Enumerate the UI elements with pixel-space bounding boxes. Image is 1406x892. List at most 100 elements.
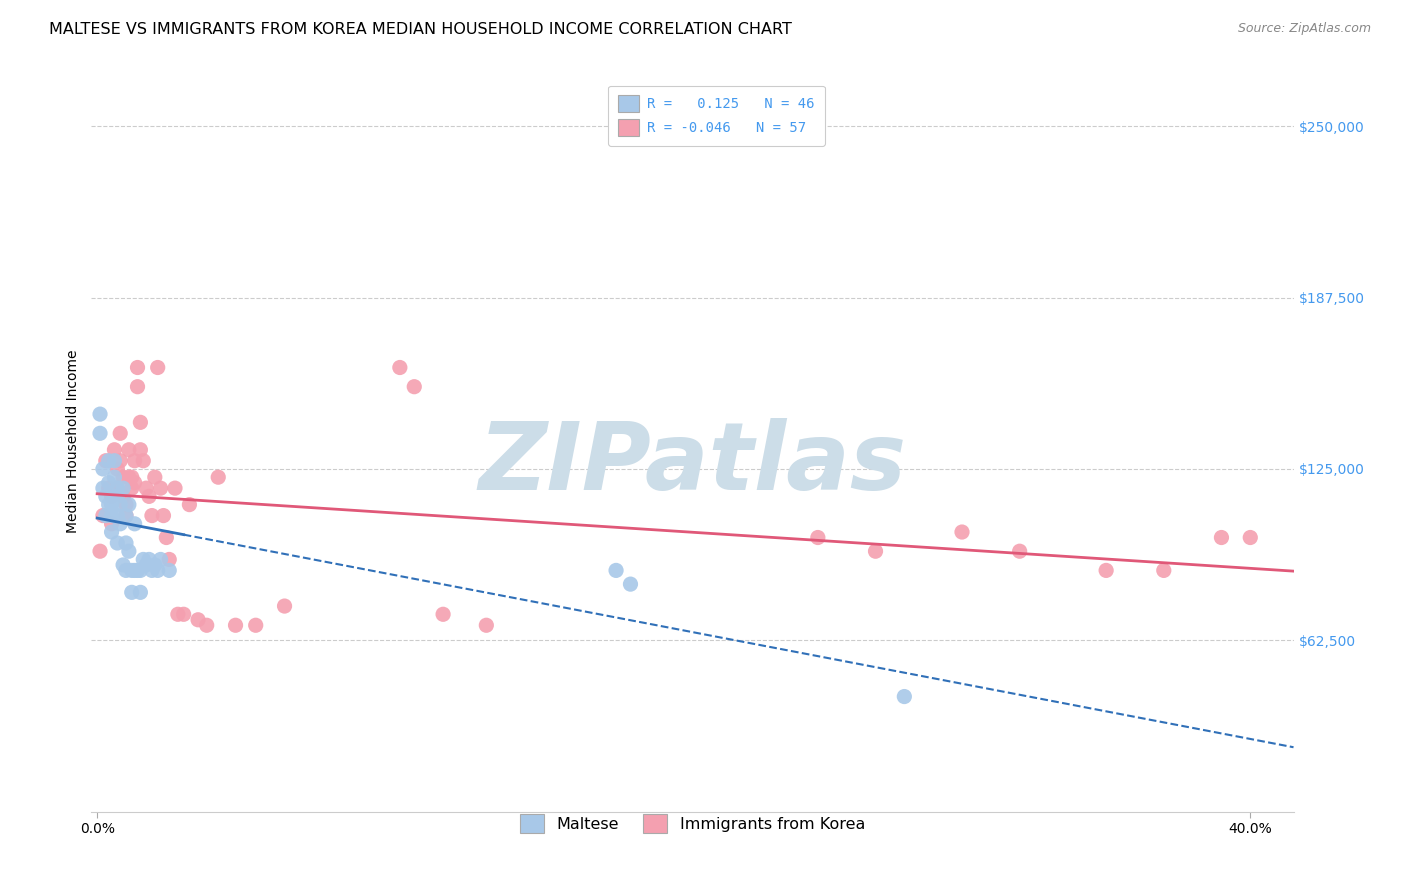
Point bbox=[1008, 544, 1031, 558]
Point bbox=[157, 552, 180, 566]
Point bbox=[950, 524, 973, 539]
Point bbox=[110, 454, 132, 468]
Point bbox=[1153, 563, 1175, 577]
Point bbox=[146, 360, 169, 375]
Point bbox=[105, 489, 128, 503]
Point bbox=[97, 481, 120, 495]
Point bbox=[121, 585, 143, 599]
Point bbox=[179, 498, 201, 512]
Point bbox=[89, 544, 111, 558]
Point bbox=[619, 577, 641, 591]
Point bbox=[1211, 531, 1233, 545]
Point bbox=[118, 442, 141, 457]
Point bbox=[124, 516, 146, 531]
Point bbox=[149, 552, 172, 566]
Y-axis label: Median Household Income: Median Household Income bbox=[66, 350, 80, 533]
Point bbox=[103, 454, 125, 468]
Point bbox=[94, 489, 117, 503]
Point bbox=[97, 475, 120, 490]
Point bbox=[100, 498, 122, 512]
Point bbox=[155, 531, 177, 545]
Point bbox=[146, 563, 169, 577]
Point bbox=[605, 563, 627, 577]
Point bbox=[121, 563, 143, 577]
Point bbox=[132, 552, 155, 566]
Point bbox=[225, 618, 247, 632]
Point bbox=[127, 563, 149, 577]
Point bbox=[89, 426, 111, 441]
Point bbox=[245, 618, 267, 632]
Point bbox=[1239, 531, 1261, 545]
Point bbox=[124, 475, 146, 490]
Point bbox=[121, 470, 143, 484]
Point bbox=[143, 470, 166, 484]
Point bbox=[100, 524, 122, 539]
Text: MALTESE VS IMMIGRANTS FROM KOREA MEDIAN HOUSEHOLD INCOME CORRELATION CHART: MALTESE VS IMMIGRANTS FROM KOREA MEDIAN … bbox=[49, 22, 792, 37]
Point bbox=[103, 489, 125, 503]
Point bbox=[129, 442, 152, 457]
Point bbox=[115, 508, 138, 523]
Point bbox=[207, 470, 229, 484]
Point bbox=[893, 690, 915, 704]
Point bbox=[432, 607, 454, 622]
Point bbox=[100, 508, 122, 523]
Point bbox=[115, 536, 138, 550]
Point bbox=[124, 563, 146, 577]
Point bbox=[103, 442, 125, 457]
Point bbox=[105, 481, 128, 495]
Point bbox=[138, 552, 160, 566]
Point bbox=[91, 462, 114, 476]
Point bbox=[115, 563, 138, 577]
Point bbox=[115, 498, 138, 512]
Point bbox=[100, 516, 122, 531]
Point bbox=[138, 489, 160, 503]
Point bbox=[94, 508, 117, 523]
Point bbox=[115, 508, 138, 523]
Point bbox=[118, 544, 141, 558]
Point bbox=[127, 380, 149, 394]
Point bbox=[103, 470, 125, 484]
Point bbox=[167, 607, 190, 622]
Point bbox=[129, 563, 152, 577]
Point bbox=[100, 489, 122, 503]
Point bbox=[173, 607, 195, 622]
Point bbox=[195, 618, 218, 632]
Point bbox=[141, 563, 163, 577]
Point bbox=[1095, 563, 1118, 577]
Point bbox=[105, 508, 128, 523]
Text: Source: ZipAtlas.com: Source: ZipAtlas.com bbox=[1237, 22, 1371, 36]
Point bbox=[110, 498, 132, 512]
Point bbox=[132, 454, 155, 468]
Point bbox=[129, 585, 152, 599]
Point bbox=[110, 516, 132, 531]
Point bbox=[112, 558, 135, 572]
Point bbox=[105, 462, 128, 476]
Point bbox=[112, 470, 135, 484]
Text: ZIPatlas: ZIPatlas bbox=[478, 417, 907, 509]
Point bbox=[388, 360, 411, 375]
Point bbox=[97, 454, 120, 468]
Point bbox=[124, 454, 146, 468]
Point bbox=[152, 508, 174, 523]
Point bbox=[129, 415, 152, 429]
Point bbox=[135, 558, 157, 572]
Point bbox=[141, 508, 163, 523]
Point bbox=[807, 531, 830, 545]
Point bbox=[118, 498, 141, 512]
Point bbox=[187, 613, 209, 627]
Point bbox=[105, 536, 128, 550]
Point bbox=[97, 498, 120, 512]
Point bbox=[127, 360, 149, 375]
Point bbox=[475, 618, 498, 632]
Point bbox=[94, 454, 117, 468]
Point bbox=[163, 481, 186, 495]
Point bbox=[118, 470, 141, 484]
Point bbox=[121, 481, 143, 495]
Point bbox=[105, 481, 128, 495]
Point bbox=[404, 380, 426, 394]
Point bbox=[110, 426, 132, 441]
Point bbox=[112, 489, 135, 503]
Point bbox=[157, 563, 180, 577]
Point bbox=[89, 407, 111, 421]
Point bbox=[865, 544, 887, 558]
